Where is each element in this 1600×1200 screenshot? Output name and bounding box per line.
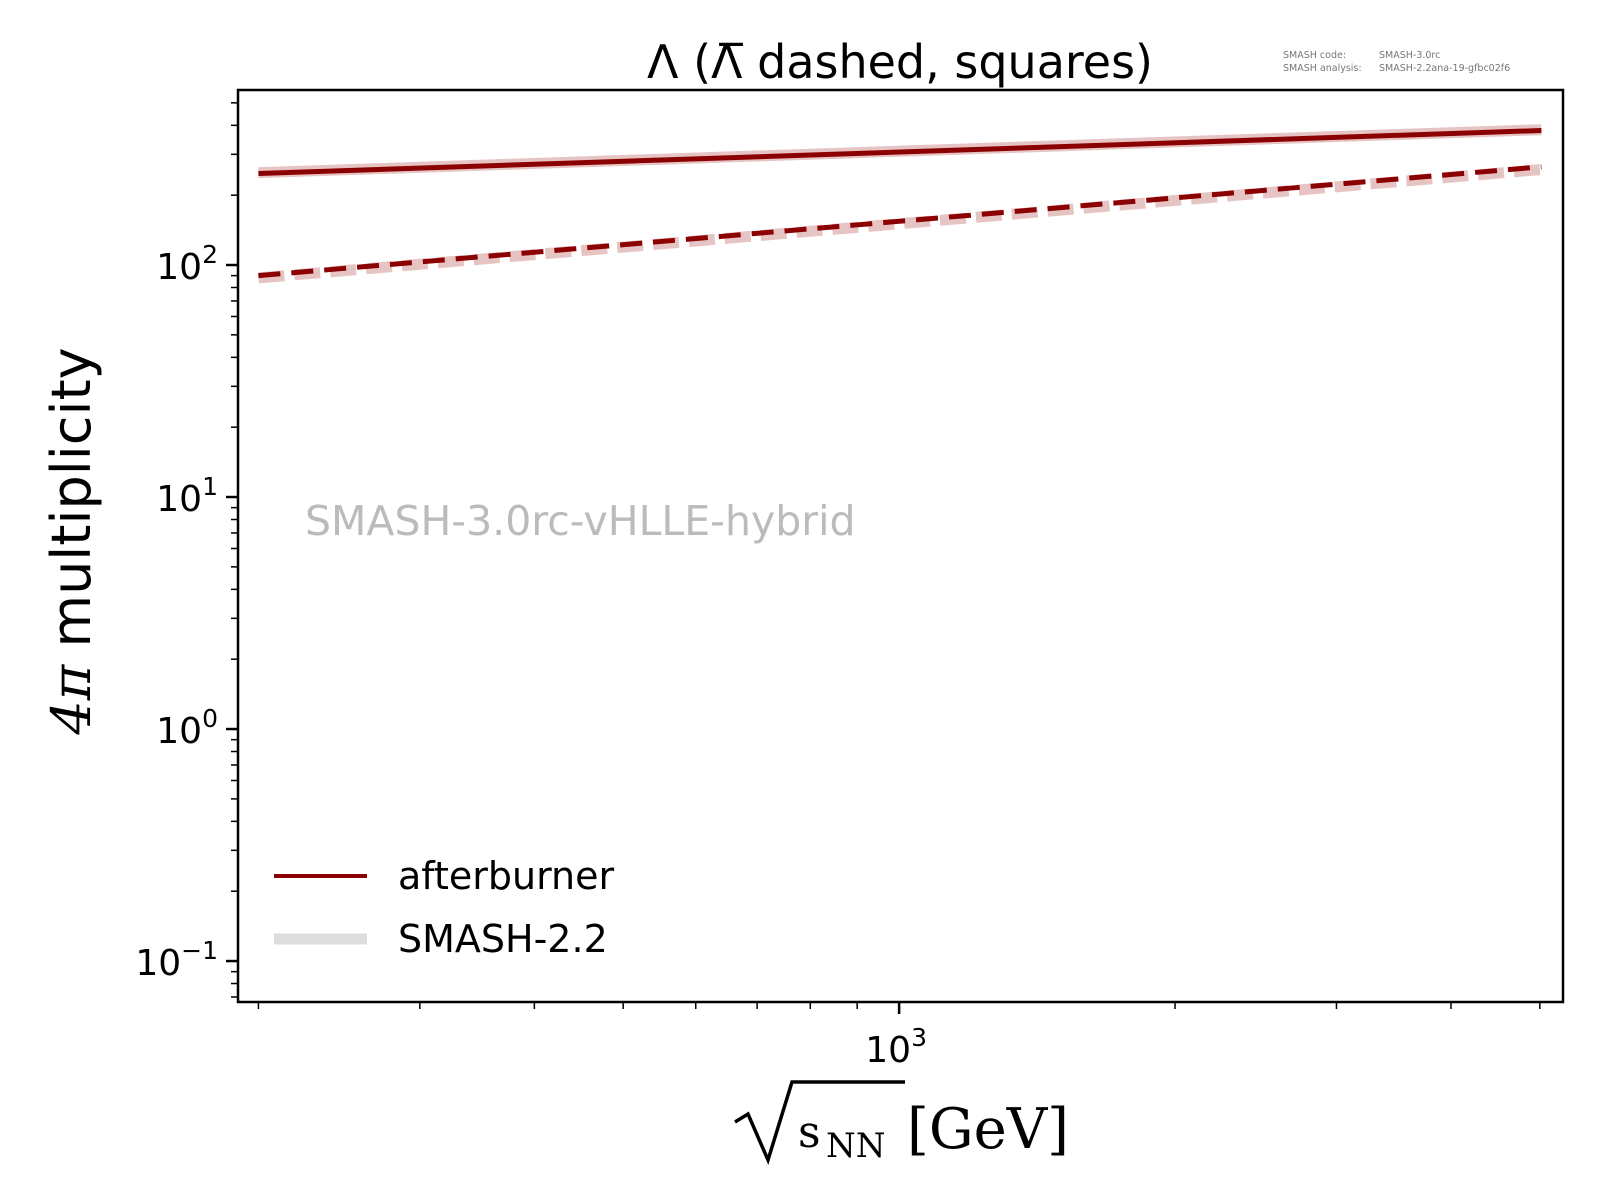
- annotation-analysis-label: SMASH analysis:: [1283, 63, 1362, 74]
- chart-title: Λ (Λ̅ dashed, squares): [647, 35, 1153, 89]
- x-tick-label: 103: [865, 1023, 927, 1071]
- y-axis-label: 4π multiplicity: [40, 347, 103, 735]
- y-label-prefix: 4π: [40, 663, 103, 735]
- series-line-afterburner-anti-lambda: [258, 164, 1542, 279]
- watermark: SMASH-3.0rc-vHLLE-hybrid: [305, 497, 856, 545]
- sqrt-symbol: [734, 1080, 905, 1166]
- ticks-layer: 103 102 101 100 10−1: [135, 102, 1541, 1071]
- y-tick-label: 101: [156, 472, 218, 520]
- x-label-subscript: NN: [826, 1126, 886, 1166]
- annotation-analysis-value: SMASH-2.2ana-19-gfbc02f6: [1379, 63, 1510, 74]
- y-tick-label: 10−1: [135, 936, 218, 984]
- plot-frame: [236, 88, 1565, 1004]
- y-tick-label: 102: [156, 240, 218, 288]
- x-axis-label: s NN [GeV]: [734, 1080, 1069, 1166]
- annotation-code-label: SMASH code:: [1283, 50, 1346, 61]
- legend-label-smash22: SMASH-2.2: [398, 917, 608, 961]
- svg-text:4π multiplicity: 4π multiplicity: [40, 347, 103, 735]
- legend-label-afterburner: afterburner: [398, 854, 615, 898]
- y-tick-label: 100: [156, 704, 218, 752]
- annotation-code-value: SMASH-3.0rc: [1379, 50, 1440, 61]
- x-label-radicand: s: [798, 1107, 821, 1158]
- x-label-unit: [GeV]: [907, 1097, 1069, 1162]
- series-line-afterburner-lambda: [258, 128, 1542, 176]
- y-label-text: multiplicity: [40, 347, 103, 664]
- series-layer: [257, 124, 1542, 284]
